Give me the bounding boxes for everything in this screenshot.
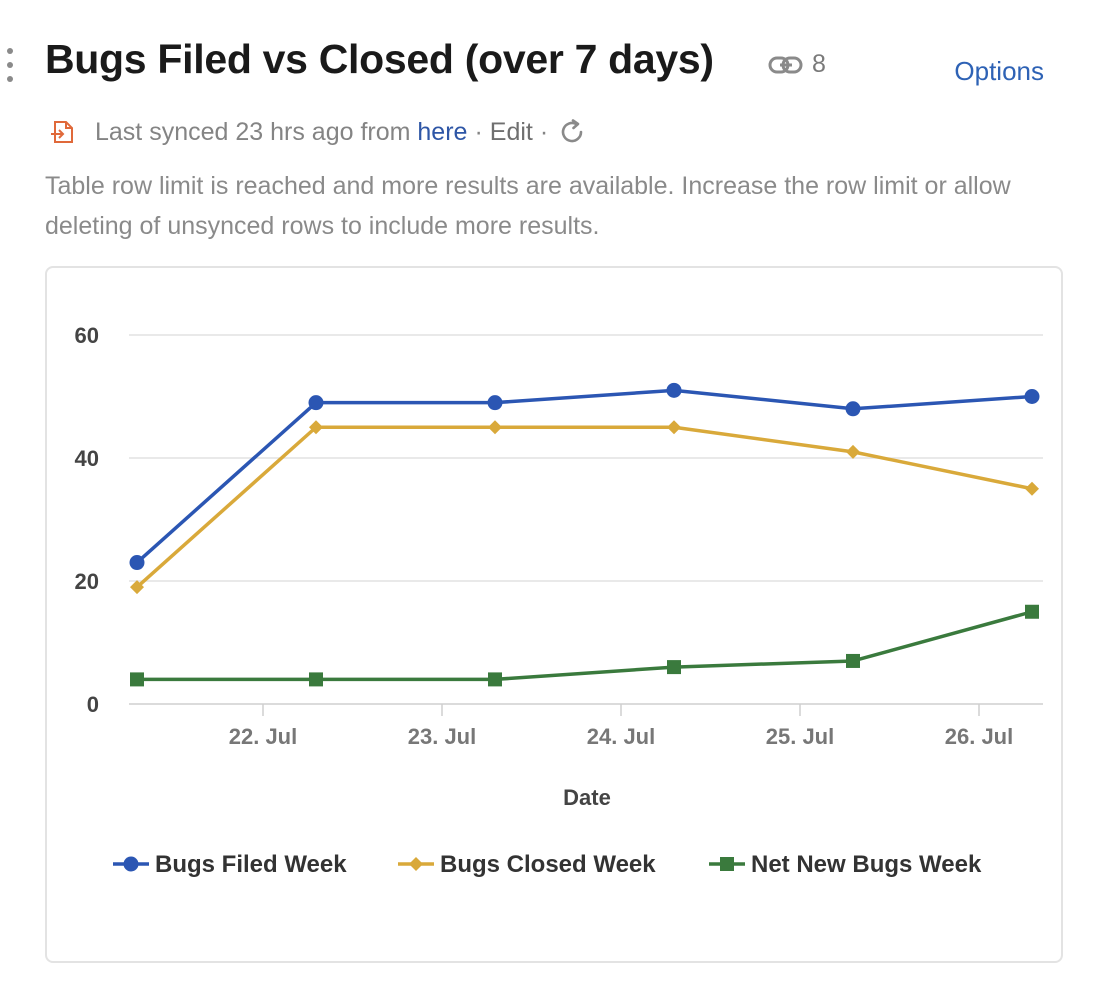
legend-label: Bugs Closed Week <box>440 851 656 878</box>
x-tick-label: 22. Jul <box>229 724 297 749</box>
y-tick-label: 60 <box>75 323 99 348</box>
line-chart: 0 20 40 60 22. Jul 23. Jul 24. Jul 25. Jul 26. J… <box>75 323 1043 878</box>
data-point <box>309 420 323 435</box>
legend-marker <box>123 856 139 872</box>
data-point <box>130 672 144 687</box>
chart-card: 0 20 40 60 22. Jul 23. Jul 24. Jul 25. Jul 26. J… <box>45 266 1063 963</box>
sync-text: Last synced 23 hrs ago from <box>95 117 411 146</box>
data-point <box>845 401 861 417</box>
legend-marker <box>720 857 734 871</box>
sync-file-icon <box>51 121 73 143</box>
data-point <box>487 395 503 411</box>
data-point <box>130 580 144 595</box>
page-title: Bugs Filed vs Closed (over 7 days) <box>45 36 714 82</box>
y-tick-label: 20 <box>75 569 99 594</box>
link-count: 8 <box>812 50 826 78</box>
data-point <box>488 672 502 687</box>
series-line <box>135 425 1033 589</box>
separator: · <box>474 117 483 146</box>
y-tick-label: 40 <box>75 446 99 471</box>
data-point <box>309 672 323 687</box>
data-point <box>846 444 860 459</box>
data-point <box>488 420 502 435</box>
row-limit-warning: Table row limit is reached and more resu… <box>45 172 1011 240</box>
legend-label: Net New Bugs Week <box>751 851 982 878</box>
drag-dot <box>7 62 13 68</box>
sync-status: Last synced 23 hrs ago from here · Edit · <box>50 117 587 147</box>
refresh-icon[interactable] <box>557 117 587 147</box>
x-tick-label: 25. Jul <box>766 724 834 749</box>
data-point <box>667 660 681 675</box>
drag-dot <box>7 48 13 54</box>
drag-dot <box>7 76 13 82</box>
x-tick-label: 24. Jul <box>587 724 655 749</box>
data-point <box>667 420 681 435</box>
x-tick-label: 23. Jul <box>408 724 476 749</box>
x-tick-label: 26. Jul <box>945 724 1013 749</box>
sync-source-link[interactable]: here <box>417 117 468 146</box>
legend-label: Bugs Filed Week <box>155 851 347 878</box>
data-point <box>129 555 145 571</box>
x-axis-title: Date <box>563 785 611 810</box>
data-point <box>666 382 682 398</box>
legend-marker <box>409 857 423 871</box>
options-button[interactable]: Options <box>954 56 1044 86</box>
series-line <box>135 388 1033 564</box>
link-icon <box>768 56 803 73</box>
data-point <box>1025 481 1039 496</box>
separator: · <box>539 117 549 146</box>
drag-handle[interactable] <box>4 48 16 82</box>
data-point <box>1025 604 1039 619</box>
data-point <box>308 395 324 411</box>
edit-link[interactable]: Edit <box>489 117 533 146</box>
y-tick-label: 0 <box>87 692 99 717</box>
data-point <box>846 653 860 668</box>
series-line <box>137 610 1033 682</box>
data-point <box>1024 389 1040 404</box>
link-count-button[interactable]: 8 <box>768 50 826 79</box>
